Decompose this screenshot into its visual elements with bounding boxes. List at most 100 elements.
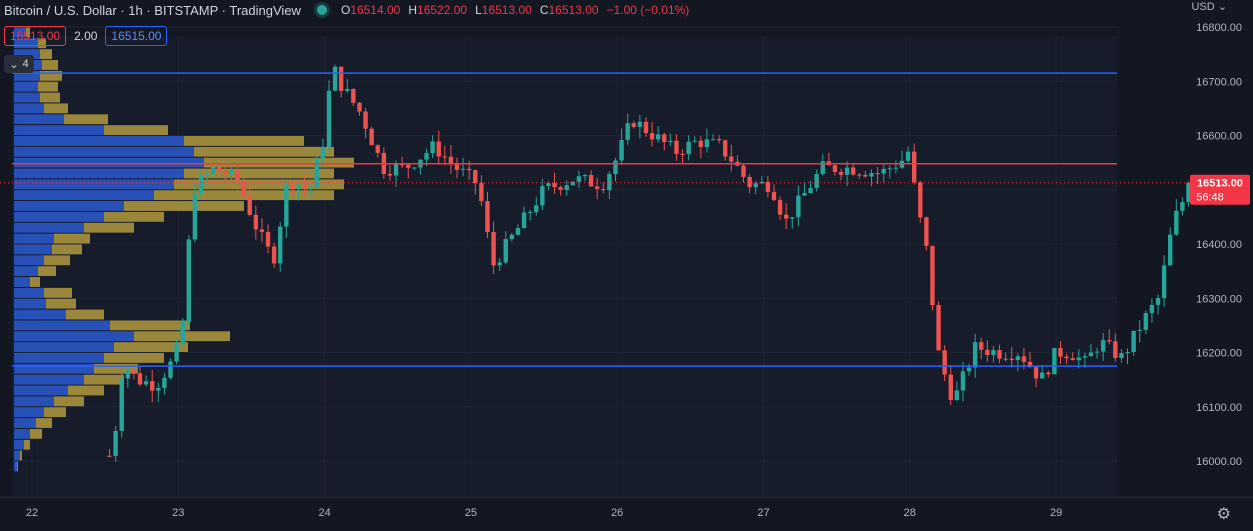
candle[interactable] (1027, 361, 1033, 368)
candle[interactable] (217, 167, 222, 171)
candle[interactable] (625, 123, 630, 140)
candle[interactable] (1119, 353, 1124, 358)
candle[interactable] (1009, 358, 1014, 361)
candle[interactable] (503, 239, 508, 263)
candle[interactable] (655, 134, 661, 140)
candle[interactable] (564, 185, 569, 190)
candle[interactable] (820, 161, 825, 175)
candle[interactable] (424, 153, 429, 160)
candle[interactable] (119, 378, 124, 431)
candle[interactable] (460, 168, 466, 170)
candle[interactable] (814, 174, 819, 188)
candle[interactable] (844, 167, 850, 175)
candle[interactable] (326, 90, 332, 148)
plot-area[interactable] (12, 36, 1117, 496)
candle[interactable] (1174, 210, 1179, 235)
buy-price-button[interactable]: 16515.00 (105, 26, 168, 46)
candle[interactable] (174, 344, 179, 362)
candle[interactable] (186, 239, 191, 322)
candle[interactable] (320, 147, 326, 159)
candle[interactable] (759, 181, 764, 184)
candle[interactable] (1149, 304, 1155, 314)
candle[interactable] (204, 174, 210, 176)
candle[interactable] (911, 151, 917, 183)
candle[interactable] (576, 176, 582, 182)
candle[interactable] (1186, 182, 1191, 203)
candle[interactable] (1070, 358, 1075, 361)
candle[interactable] (1064, 356, 1069, 359)
candle[interactable] (491, 232, 496, 266)
candle[interactable] (485, 201, 490, 233)
candle[interactable] (881, 168, 886, 174)
candle[interactable] (278, 226, 283, 264)
candle[interactable] (1168, 234, 1173, 266)
candle[interactable] (771, 191, 777, 201)
candle[interactable] (363, 111, 368, 129)
candle[interactable] (229, 169, 234, 175)
candle[interactable] (698, 140, 704, 148)
candle[interactable] (832, 165, 838, 172)
candle[interactable] (399, 164, 405, 166)
candle[interactable] (979, 342, 984, 350)
candle[interactable] (1015, 356, 1021, 361)
candle[interactable] (1094, 351, 1100, 353)
candle[interactable] (1180, 202, 1185, 211)
candle[interactable] (387, 173, 393, 176)
candle[interactable] (473, 170, 478, 184)
candle[interactable] (1143, 313, 1149, 330)
currency-dropdown[interactable]: USD ⌄ (1191, 1, 1227, 13)
candle[interactable] (948, 374, 953, 400)
candle[interactable] (235, 169, 240, 181)
candle[interactable] (954, 390, 960, 400)
candle[interactable] (1137, 329, 1142, 331)
candle[interactable] (643, 121, 649, 134)
candle[interactable] (680, 153, 685, 155)
candle[interactable] (1107, 340, 1112, 342)
symbol-title[interactable]: Bitcoin / U.S. Dollar · 1h · BITSTAMP · … (4, 2, 301, 18)
candle[interactable] (302, 184, 307, 188)
candle[interactable] (857, 174, 862, 176)
candle[interactable] (674, 140, 679, 154)
candle[interactable] (406, 164, 411, 168)
candle[interactable] (991, 350, 996, 355)
candle[interactable] (454, 163, 460, 170)
candle[interactable] (271, 246, 277, 264)
candle[interactable] (570, 181, 576, 186)
candle[interactable] (375, 145, 380, 153)
candle[interactable] (863, 174, 868, 177)
candle[interactable] (716, 139, 722, 141)
candle[interactable] (1125, 352, 1130, 354)
candle[interactable] (972, 342, 978, 368)
candle[interactable] (442, 156, 448, 158)
candle[interactable] (540, 186, 545, 206)
candle[interactable] (918, 182, 923, 218)
candle[interactable] (942, 350, 947, 375)
candle[interactable] (497, 262, 502, 266)
candle[interactable] (905, 151, 911, 161)
candle[interactable] (710, 139, 716, 141)
candle[interactable] (210, 167, 216, 175)
candle[interactable] (887, 168, 893, 170)
candle[interactable] (150, 381, 155, 391)
candle[interactable] (582, 174, 588, 177)
candle[interactable] (649, 133, 655, 140)
candle[interactable] (1076, 357, 1081, 361)
candle[interactable] (308, 187, 313, 189)
candle[interactable] (436, 141, 441, 157)
candle[interactable] (704, 139, 710, 148)
candle[interactable] (796, 195, 801, 218)
candle[interactable] (637, 121, 643, 127)
candle[interactable] (668, 140, 673, 142)
candle[interactable] (198, 175, 204, 195)
candle[interactable] (1082, 356, 1088, 358)
candle[interactable] (985, 349, 990, 355)
candle[interactable] (930, 245, 935, 306)
candle[interactable] (552, 183, 557, 188)
candle[interactable] (1088, 352, 1094, 357)
candle[interactable] (765, 181, 771, 192)
candle[interactable] (131, 370, 137, 374)
candle[interactable] (613, 160, 618, 175)
candle[interactable] (284, 184, 289, 227)
candle[interactable] (783, 214, 789, 219)
